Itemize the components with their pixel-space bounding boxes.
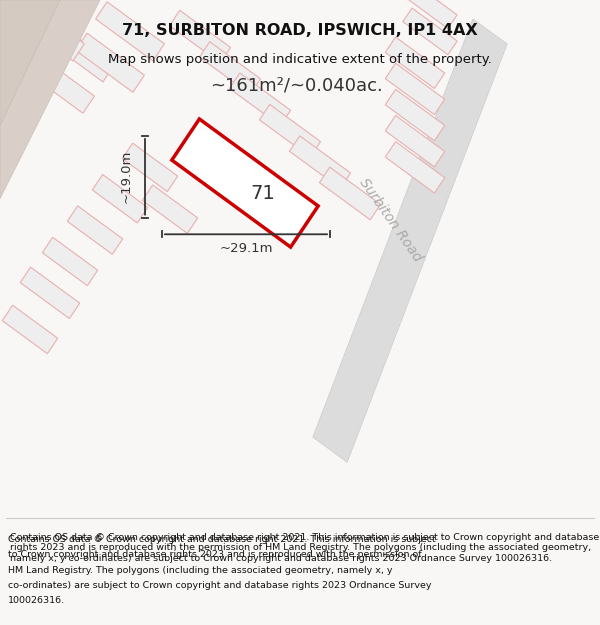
Polygon shape xyxy=(403,0,457,29)
Polygon shape xyxy=(313,19,507,462)
Polygon shape xyxy=(0,0,100,199)
Polygon shape xyxy=(385,63,445,114)
Polygon shape xyxy=(259,104,320,157)
Polygon shape xyxy=(92,174,148,223)
Polygon shape xyxy=(76,33,145,92)
Polygon shape xyxy=(229,73,290,126)
Polygon shape xyxy=(319,167,380,220)
Polygon shape xyxy=(199,42,260,94)
Text: to Crown copyright and database rights 2023 and is reproduced with the permissio: to Crown copyright and database rights 2… xyxy=(8,551,422,559)
Text: Contains OS data © Crown copyright and database right 2021. This information is : Contains OS data © Crown copyright and d… xyxy=(10,533,599,562)
Text: co-ordinates) are subject to Crown copyright and database rights 2023 Ordnance S: co-ordinates) are subject to Crown copyr… xyxy=(8,581,431,590)
Text: Surbiton Road: Surbiton Road xyxy=(356,176,424,264)
Polygon shape xyxy=(43,238,98,286)
Text: 71, SURBITON ROAD, IPSWICH, IP1 4AX: 71, SURBITON ROAD, IPSWICH, IP1 4AX xyxy=(122,23,478,39)
Polygon shape xyxy=(67,206,122,254)
Polygon shape xyxy=(385,142,445,193)
Polygon shape xyxy=(289,136,350,188)
Text: 100026316.: 100026316. xyxy=(8,596,65,606)
Text: ~19.0m: ~19.0m xyxy=(120,150,133,204)
Text: HM Land Registry. The polygons (including the associated geometry, namely x, y: HM Land Registry. The polygons (includin… xyxy=(8,566,392,574)
Polygon shape xyxy=(0,0,60,126)
Polygon shape xyxy=(169,10,230,63)
Polygon shape xyxy=(16,2,85,61)
Polygon shape xyxy=(403,8,457,55)
Text: Map shows position and indicative extent of the property.: Map shows position and indicative extent… xyxy=(108,53,492,66)
Polygon shape xyxy=(95,2,164,61)
Polygon shape xyxy=(20,267,80,319)
Polygon shape xyxy=(46,22,115,82)
Polygon shape xyxy=(142,185,197,233)
Text: Contains OS data © Crown copyright and database right 2021. This information is : Contains OS data © Crown copyright and d… xyxy=(8,535,436,544)
Text: ~29.1m: ~29.1m xyxy=(219,242,273,256)
Text: 71: 71 xyxy=(251,184,275,203)
Polygon shape xyxy=(172,119,318,247)
Polygon shape xyxy=(122,143,178,191)
Polygon shape xyxy=(2,305,58,354)
Polygon shape xyxy=(385,37,445,89)
Polygon shape xyxy=(385,116,445,167)
Text: ~161m²/~0.040ac.: ~161m²/~0.040ac. xyxy=(210,77,383,95)
Polygon shape xyxy=(385,89,445,141)
Polygon shape xyxy=(26,54,94,113)
